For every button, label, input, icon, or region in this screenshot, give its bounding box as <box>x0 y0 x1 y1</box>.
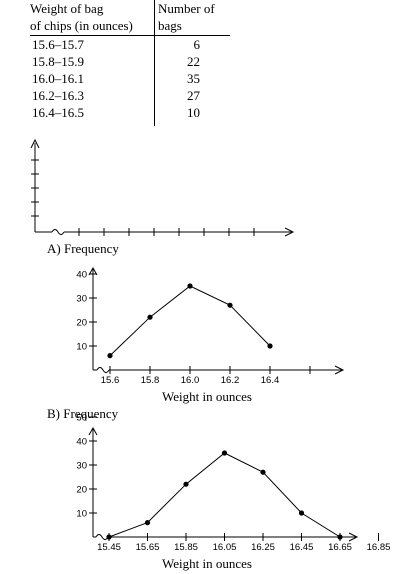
x-tick-label: 15.65 <box>136 542 160 553</box>
axis-break <box>96 367 110 373</box>
row-weight: 16.0–16.1 <box>32 71 84 86</box>
row-count: 35 <box>187 71 200 86</box>
blank-x-arrow <box>284 227 295 237</box>
data-point <box>221 450 228 456</box>
x-tick-label: 16.0 <box>181 375 200 386</box>
data-point <box>298 510 305 516</box>
data-point <box>187 283 193 289</box>
weight-header-line-2: of chips (in ounces) <box>30 18 133 33</box>
x-tick-label: 15.6 <box>101 375 120 386</box>
x-tick-label: 16.85 <box>367 542 391 553</box>
y-tick-label: 30 <box>76 461 87 472</box>
table-header-rule <box>30 35 230 36</box>
y-axis-arrow <box>88 426 98 436</box>
x-tick-label: 16.05 <box>213 542 237 553</box>
series-line <box>108 452 341 538</box>
weight-header-line-1: Weight of bag <box>30 1 104 16</box>
option-a-ylabel: Frequency <box>63 241 119 256</box>
y-tick-label: 20 <box>76 485 87 496</box>
data-point <box>337 534 343 540</box>
table-row: 16.2–16.3 27 <box>30 87 230 104</box>
y-axis-arrow <box>88 266 98 276</box>
count-header-line-2: bags <box>158 18 182 33</box>
row-weight: 16.4–16.5 <box>32 105 84 120</box>
row-weight: 15.6–15.7 <box>32 37 84 52</box>
series-line <box>109 285 271 356</box>
option-b-ylabel: Frequency <box>63 406 119 421</box>
x-tick-label: 15.85 <box>174 542 198 553</box>
y-tick-label: 30 <box>76 294 87 305</box>
data-point <box>227 302 233 308</box>
row-weight: 15.8–15.9 <box>32 54 84 69</box>
x-axis-arrow <box>348 532 359 542</box>
y-tick-label: 20 <box>76 318 87 329</box>
data-point <box>147 314 153 320</box>
table-row: 16.0–16.1 35 <box>30 70 230 87</box>
y-tick-label: 50 <box>76 413 87 424</box>
chart-b: 50 40 30 20 10 15.45 15.65 15.85 16.05 16.25 16.45… <box>76 413 390 554</box>
weight-column-header: Weight of bag of chips (in ounces) <box>30 0 152 34</box>
y-tick-label: 40 <box>76 437 87 448</box>
option-b-xlabel: Weight in ounces <box>162 556 252 571</box>
data-point <box>267 343 273 349</box>
row-weight: 16.2–16.3 <box>32 88 84 103</box>
x-tick-label: 15.8 <box>141 375 160 386</box>
row-count: 6 <box>193 37 201 52</box>
data-point <box>107 353 113 359</box>
x-tick-label: 16.2 <box>221 375 240 386</box>
table-row: 16.4–16.5 10 <box>30 104 230 121</box>
y-tick-label: 10 <box>76 509 87 520</box>
data-point <box>106 534 112 540</box>
y-tick-label: 10 <box>76 342 87 353</box>
x-tick-label: 16.45 <box>290 542 314 553</box>
data-point <box>183 481 189 487</box>
x-tick-label: 16.25 <box>251 542 275 553</box>
option-b-label: B) Frequency <box>47 406 118 422</box>
option-a-letter: A) <box>47 241 61 256</box>
x-tick-label: 16.65 <box>328 542 352 553</box>
table-row: 15.6–15.7 6 <box>30 36 230 53</box>
chart-a: 40 30 20 10 15.6 15.8 16.0 16.2 16.4 <box>76 266 345 386</box>
option-b-letter: B) <box>47 406 60 421</box>
row-count: 22 <box>187 54 200 69</box>
row-count: 27 <box>187 88 200 103</box>
x-axis-arrow <box>334 365 345 375</box>
blank-axes <box>30 138 295 237</box>
option-a-xlabel: Weight in ounces <box>162 389 252 404</box>
row-count: 10 <box>187 105 200 120</box>
table-row: 15.8–15.9 22 <box>30 53 230 70</box>
axis-break <box>95 534 109 540</box>
data-point <box>260 469 266 475</box>
y-tick-label: 40 <box>76 270 87 281</box>
x-tick-label: 16.4 <box>261 375 280 386</box>
blank-axis-break <box>51 229 65 235</box>
option-a-label: A) Frequency <box>47 241 119 257</box>
count-header-line-1: Number of <box>158 1 215 16</box>
blank-y-arrow <box>30 138 40 149</box>
table-column-rule <box>154 0 155 126</box>
data-point <box>144 520 151 526</box>
x-tick-label: 15.45 <box>97 542 121 553</box>
count-column-header: Number of bags <box>158 0 238 34</box>
